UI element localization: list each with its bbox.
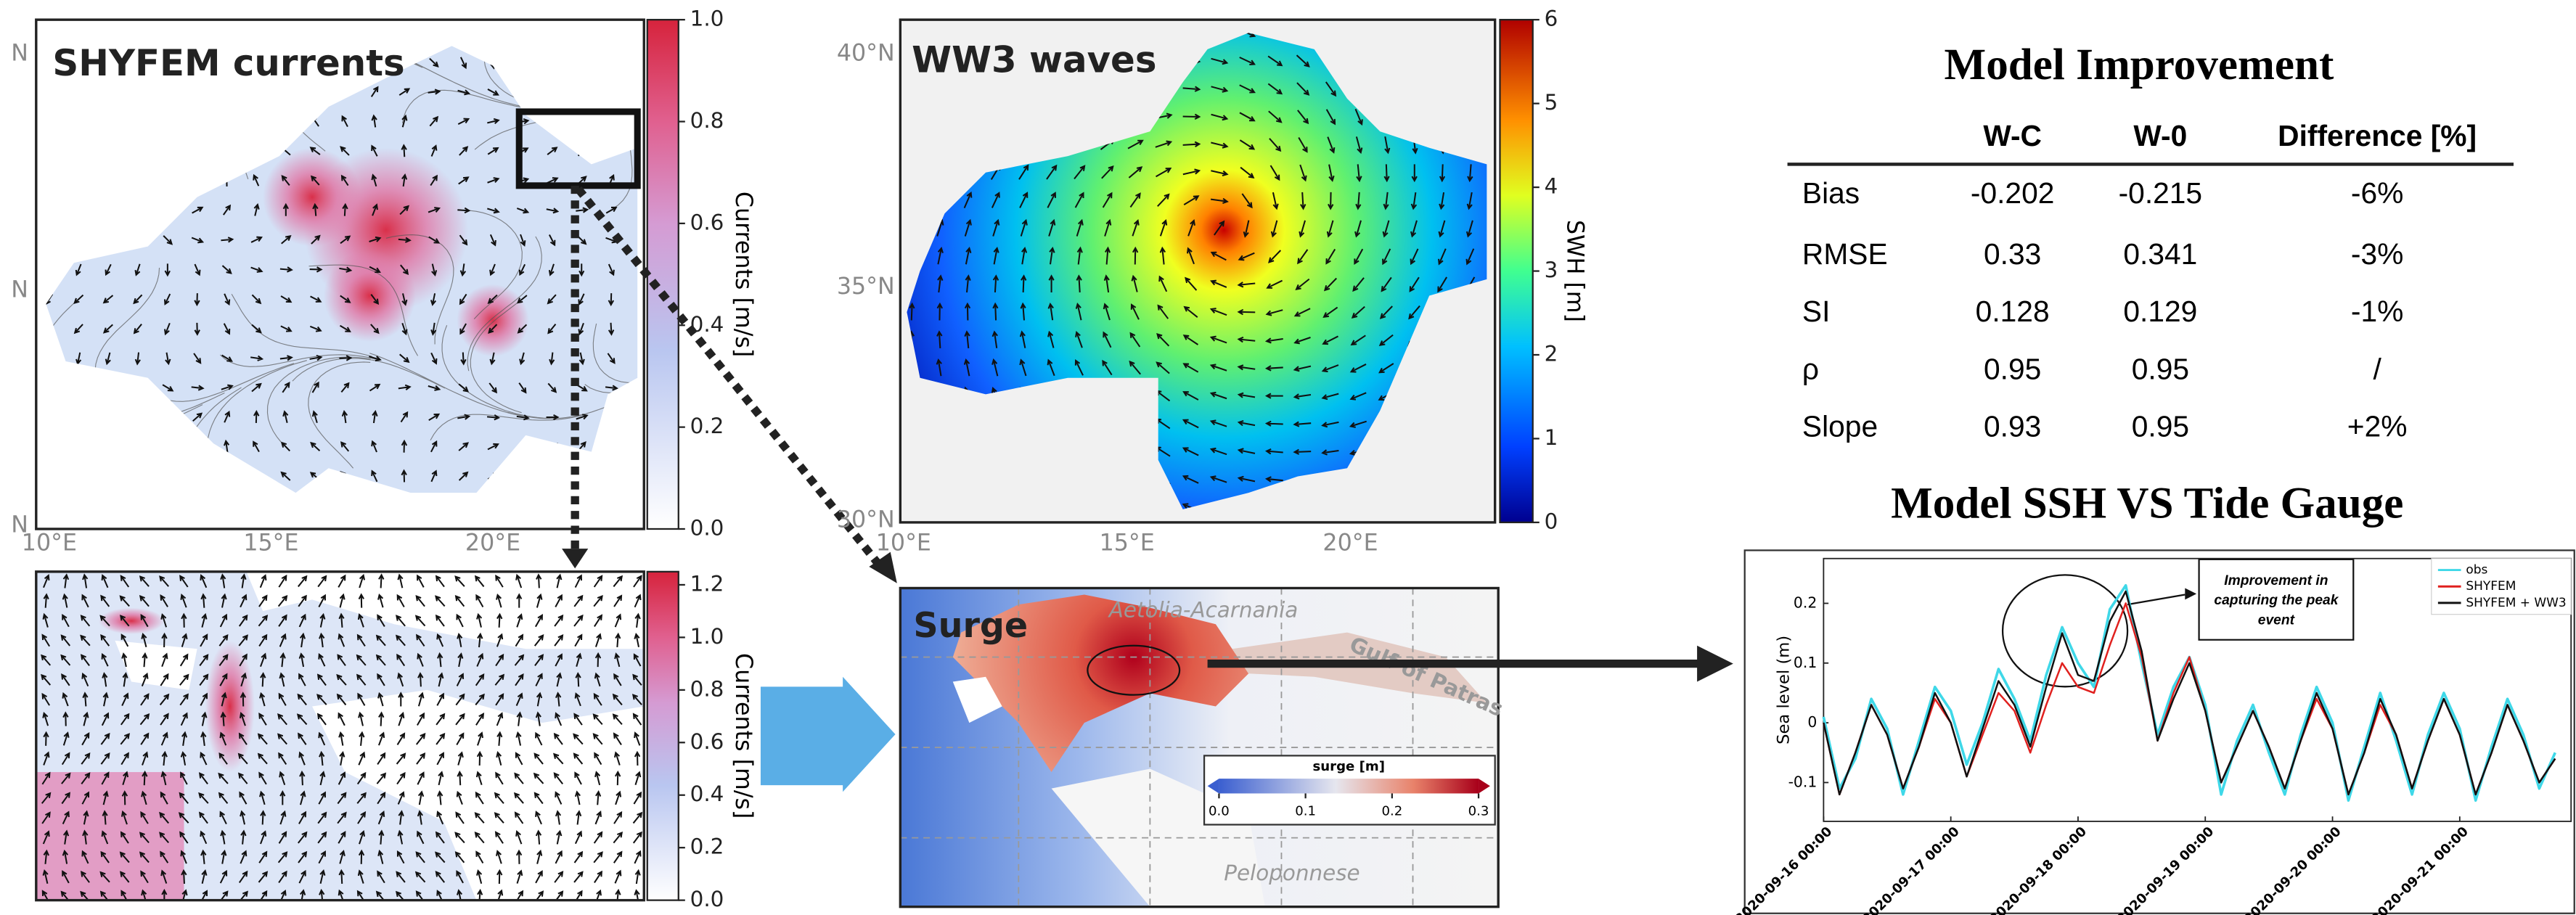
hotspot <box>99 608 165 634</box>
colorbar-label: Currents [m/s] <box>730 653 756 818</box>
legend-label: SHYFEM + WW3 <box>2466 596 2566 610</box>
lon-label: 20°E <box>465 530 520 556</box>
colorbar-tick-label: 0.0 <box>690 515 724 540</box>
y-axis-label: Sea level (m) <box>1775 636 1794 744</box>
y-tick-label: -0.1 <box>1788 773 1817 790</box>
colorbar-tick-label: 0.6 <box>690 210 724 234</box>
hotspot <box>205 641 255 772</box>
table-cell: / <box>2373 352 2381 385</box>
table-cell: -3% <box>2351 237 2403 271</box>
table-cell: 0.95 <box>2132 410 2189 443</box>
colorbar <box>1219 779 1479 793</box>
colorbar-label: surge [m] <box>1313 759 1385 774</box>
colorbar-tick-label: 0.2 <box>690 414 724 438</box>
panel-title: SHYFEM currents <box>52 42 404 84</box>
lat-label: N <box>11 277 28 303</box>
legend-label: SHYFEM <box>2466 579 2516 594</box>
row-label: ρ <box>1802 352 1819 385</box>
legend-label: obs <box>2466 563 2487 578</box>
colorbar-tick-label: 5 <box>1545 90 1558 115</box>
figure: SHYFEM currents WW3 waves Surg <box>0 0 2576 915</box>
annotation: Improvement in capturing the peak event <box>2198 559 2354 641</box>
hotspot <box>263 148 361 247</box>
colorbar-tick-label: 4 <box>1545 174 1558 199</box>
annotation-box: Improvement in capturing the peak event <box>2198 559 2354 641</box>
colorbar-tick-label: 1.0 <box>690 624 724 649</box>
table-header: W-0 <box>2133 119 2187 152</box>
arrow-head <box>562 549 588 568</box>
body: SHYFEM currents WW3 waves Surg <box>0 0 2576 915</box>
colorbar-tick-label: 1.2 <box>690 571 724 596</box>
colorbar-tick-label: 0.4 <box>690 312 724 337</box>
lon-label: 10°E <box>876 530 931 556</box>
colorbar-tick-label: 0.3 <box>1468 803 1489 818</box>
place-label: Peloponnese <box>1224 861 1359 885</box>
table-cell: -0.202 <box>1971 176 2055 210</box>
row-label: Bias <box>1802 176 1860 210</box>
row-label: SI <box>1802 295 1830 328</box>
colorbar <box>1500 20 1532 522</box>
colorbar-tick-label: 6 <box>1545 7 1558 31</box>
lat-label: N <box>11 512 28 538</box>
colorbar-tick-label: 0.0 <box>1209 803 1230 818</box>
colorbar-tick-label: 0.0 <box>690 887 724 911</box>
table-cell: -6% <box>2351 176 2403 210</box>
colorbar-label: Currents [m/s] <box>730 192 756 357</box>
chart-title: Model SSH VS Tide Gauge <box>1891 480 2403 528</box>
table-cell: 0.128 <box>1976 295 2050 328</box>
hotspot <box>457 284 529 357</box>
table-cell: 0.129 <box>2123 295 2197 328</box>
colorbar-tick-label: 1.0 <box>690 7 724 31</box>
place-label: Aetolia-Acarnania <box>1108 598 1299 623</box>
hotspot <box>36 772 184 903</box>
hotspot <box>324 250 416 342</box>
table-header: W-C <box>1983 119 2042 152</box>
colorbar-tick-label: 1 <box>1545 425 1558 450</box>
page: html, body { margin: 0; padding: 0; back… <box>0 0 2576 915</box>
table-cell: +2% <box>2347 410 2408 443</box>
table-title: Model Improvement <box>1945 41 2334 89</box>
colorbar-tick-label: 0.8 <box>690 676 724 701</box>
colorbar-label: SWH [m] <box>1561 220 1587 322</box>
colorbar-tick-label: 0.2 <box>1381 803 1402 818</box>
table-cell: 0.33 <box>1984 237 2041 271</box>
colorbar <box>647 572 679 900</box>
table-cell: 0.93 <box>1984 410 2041 443</box>
table-cell: 0.95 <box>2132 352 2189 385</box>
table-cell: -0.215 <box>2119 176 2203 210</box>
lat-label: 30°N <box>837 507 895 533</box>
row-label: Slope <box>1802 410 1878 443</box>
lon-label: 10°E <box>22 530 77 556</box>
panel-title: WW3 waves <box>912 39 1156 81</box>
table: W-C W-0 Difference [%] Bias -0.202 -0.215 -6% R… <box>1802 119 2477 443</box>
table-header: Difference [%] <box>2278 119 2477 152</box>
y-tick-label: 0.2 <box>1794 594 1817 611</box>
colorbar-tick-label: 0.2 <box>690 834 724 859</box>
y-tick-label: 0.1 <box>1794 654 1817 671</box>
colorbar-tick-label: 2 <box>1545 342 1558 366</box>
colorbar <box>647 20 679 529</box>
colorbar-tick-label: 3 <box>1545 258 1558 282</box>
colorbar-tick-label: 0.1 <box>1295 803 1316 818</box>
colorbar-tick-label: 0 <box>1545 509 1558 533</box>
lat-label: 35°N <box>837 274 895 300</box>
lon-label: 15°E <box>1100 530 1155 556</box>
lat-label: 40°N <box>837 41 895 67</box>
arrow-head <box>869 552 896 583</box>
flow-arrow <box>761 677 896 792</box>
y-tick-label: 0 <box>1807 713 1817 731</box>
lon-label: 20°E <box>1322 530 1378 556</box>
table-cell: 0.95 <box>1984 352 2041 385</box>
panel-title: Surge <box>913 606 1028 646</box>
table-cell: 0.341 <box>2123 237 2197 271</box>
row-label: RMSE <box>1802 237 1888 271</box>
colorbar-tick-label: 0.8 <box>690 108 724 133</box>
colorbar-tick-label: 0.4 <box>690 781 724 806</box>
arrow-head <box>1697 646 1733 682</box>
table-cell: -1% <box>2351 295 2403 328</box>
colorbar-tick-label: 0.6 <box>690 729 724 754</box>
lon-label: 15°E <box>243 530 298 556</box>
lat-label: N <box>11 41 28 67</box>
